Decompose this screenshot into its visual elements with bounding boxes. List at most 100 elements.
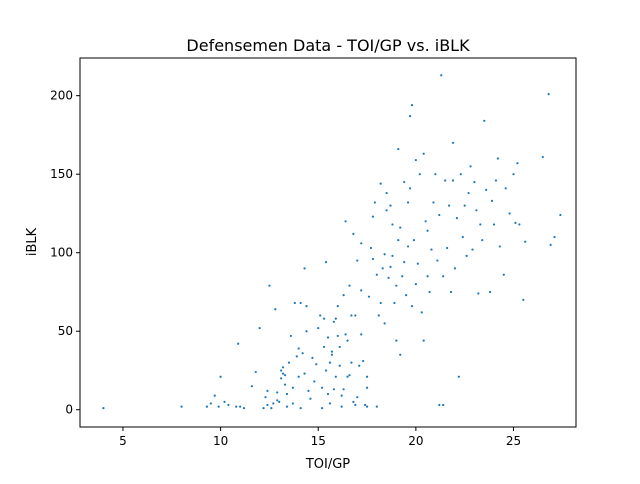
data-point bbox=[205, 405, 209, 408]
data-point bbox=[424, 220, 427, 223]
data-point bbox=[442, 403, 445, 407]
data-point bbox=[428, 290, 431, 294]
data-point bbox=[227, 403, 230, 407]
data-point bbox=[408, 115, 412, 118]
data-point bbox=[449, 290, 453, 294]
data-point bbox=[508, 212, 511, 215]
x-tick-label: 15 bbox=[311, 434, 326, 448]
data-point bbox=[389, 265, 392, 268]
data-point bbox=[516, 162, 519, 165]
data-point bbox=[305, 304, 308, 308]
data-point bbox=[559, 213, 562, 217]
data-point bbox=[401, 275, 404, 278]
data-point bbox=[365, 405, 369, 408]
data-point bbox=[465, 254, 468, 257]
data-point bbox=[291, 386, 294, 389]
data-point bbox=[541, 155, 544, 159]
data-point bbox=[317, 326, 320, 330]
data-point bbox=[459, 173, 462, 176]
data-point bbox=[258, 326, 261, 330]
data-point bbox=[385, 191, 388, 195]
data-point bbox=[362, 359, 365, 363]
data-point bbox=[293, 301, 296, 305]
data-point bbox=[321, 386, 324, 389]
data-point bbox=[297, 347, 300, 350]
data-point bbox=[289, 334, 292, 338]
data-point bbox=[444, 179, 447, 182]
data-point bbox=[446, 246, 449, 250]
data-point bbox=[239, 405, 242, 408]
data-point bbox=[319, 314, 322, 317]
data-point bbox=[338, 364, 341, 367]
data-point bbox=[467, 191, 470, 195]
x-axis-label: TOI/GP bbox=[305, 457, 350, 472]
data-point bbox=[522, 298, 525, 301]
data-point bbox=[321, 407, 324, 410]
data-point bbox=[369, 246, 373, 250]
data-point bbox=[412, 239, 416, 242]
data-point bbox=[280, 377, 283, 380]
data-point bbox=[332, 320, 335, 323]
data-point bbox=[377, 314, 380, 317]
data-point bbox=[494, 179, 498, 182]
data-point bbox=[250, 385, 253, 388]
data-point bbox=[422, 152, 425, 155]
data-point bbox=[406, 245, 410, 248]
data-point bbox=[342, 294, 345, 297]
data-point bbox=[399, 226, 402, 229]
data-point bbox=[391, 254, 394, 257]
data-point bbox=[405, 294, 408, 297]
data-point bbox=[340, 394, 343, 397]
data-point bbox=[434, 173, 437, 176]
data-point bbox=[254, 370, 257, 374]
data-point bbox=[399, 353, 402, 356]
data-point bbox=[330, 353, 334, 356]
data-point bbox=[285, 405, 289, 408]
data-point bbox=[438, 403, 441, 407]
data-point bbox=[356, 396, 359, 399]
data-point bbox=[295, 355, 298, 358]
data-point bbox=[280, 369, 283, 372]
data-point bbox=[346, 339, 349, 342]
data-point bbox=[498, 245, 501, 248]
data-point bbox=[303, 267, 306, 270]
data-point bbox=[350, 314, 353, 317]
data-point bbox=[303, 372, 306, 375]
x-tick-label: 20 bbox=[408, 434, 423, 448]
data-point bbox=[342, 388, 345, 391]
data-point bbox=[481, 239, 484, 242]
data-point bbox=[313, 380, 316, 383]
data-point bbox=[305, 330, 308, 333]
data-point bbox=[490, 199, 494, 202]
data-point bbox=[330, 350, 334, 353]
data-point bbox=[268, 284, 271, 287]
data-point bbox=[356, 259, 359, 262]
data-point bbox=[406, 201, 410, 204]
data-point bbox=[311, 356, 314, 360]
data-point bbox=[416, 262, 419, 265]
data-point bbox=[354, 403, 357, 407]
data-point bbox=[475, 209, 478, 212]
data-point bbox=[287, 361, 291, 364]
data-point bbox=[379, 182, 382, 185]
data-point bbox=[463, 204, 466, 207]
data-point bbox=[451, 141, 455, 144]
data-point bbox=[403, 261, 406, 264]
data-point bbox=[457, 375, 460, 378]
data-point bbox=[414, 283, 417, 286]
data-point bbox=[326, 392, 330, 396]
data-point bbox=[473, 180, 476, 184]
data-point bbox=[102, 407, 105, 410]
data-point bbox=[322, 345, 326, 349]
data-point bbox=[383, 253, 386, 256]
data-point bbox=[272, 402, 275, 405]
data-point bbox=[397, 147, 400, 151]
data-point bbox=[418, 173, 421, 176]
data-point bbox=[393, 301, 396, 305]
data-point bbox=[422, 339, 425, 342]
data-point bbox=[483, 119, 486, 122]
data-point bbox=[365, 375, 369, 378]
data-point bbox=[373, 201, 376, 204]
data-point bbox=[358, 364, 361, 367]
data-point bbox=[440, 74, 443, 77]
